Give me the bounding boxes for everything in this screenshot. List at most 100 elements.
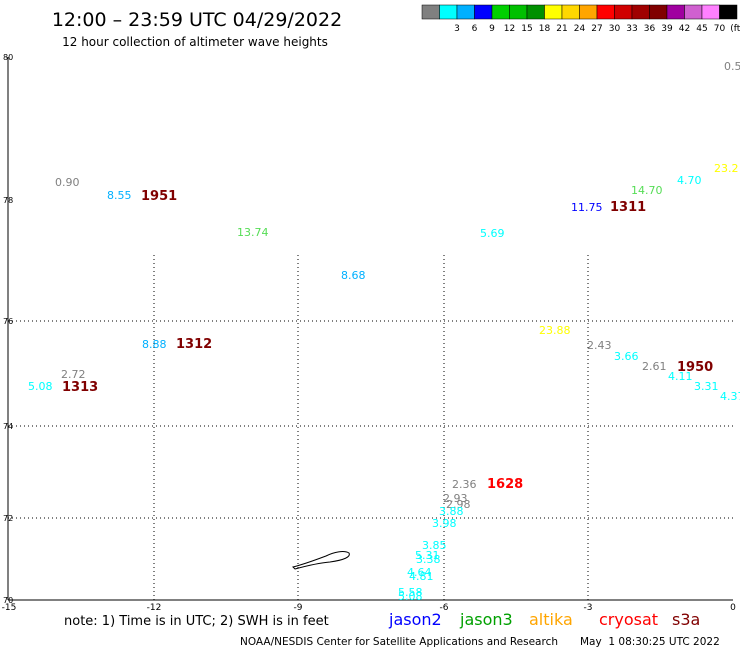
footer-note: note: 1) Time is in UTC; 2) SWH is in fe… — [64, 614, 329, 629]
legend-label: 12 — [504, 24, 515, 34]
legend-swatch — [456, 4, 475, 20]
swh-observation: 5.58 — [398, 586, 423, 599]
swh-observation: 23.2 — [714, 162, 739, 175]
swh-observation: 4.11 — [668, 370, 693, 383]
pass-id-label: 1313 — [62, 380, 98, 395]
y-tick-label: 76 — [3, 317, 13, 326]
legend-label: 15 — [521, 24, 532, 34]
pass-id-label: 1950 — [677, 360, 713, 375]
legend-swatch — [421, 4, 440, 20]
legend-label: (ft) — [730, 24, 740, 34]
satellite-name: cryosat — [599, 610, 658, 629]
legend-label: 36 — [644, 24, 656, 34]
swh-observation: 2.36 — [452, 478, 477, 491]
legend-label: 6 — [472, 24, 478, 34]
observation-labels: 0.5 23.2 4.70 14.70 0.90 8.55 11.75 13.74 5.69 8.… — [28, 60, 740, 603]
legend-swatch — [684, 4, 703, 20]
x-tick-label: -9 — [294, 603, 303, 613]
swh-observation: 8.68 — [341, 269, 366, 282]
legend-label: 21 — [556, 24, 567, 34]
legend-swatch — [474, 4, 493, 20]
legend-swatch — [579, 4, 598, 20]
swh-observation: 2.72 — [61, 368, 86, 381]
legend-swatch — [649, 4, 668, 20]
y-tick-label: 74 — [3, 422, 13, 431]
legend-swatch — [544, 4, 563, 20]
legend-label: 27 — [591, 24, 602, 34]
legend-swatch — [666, 4, 685, 20]
map-grid — [7, 57, 733, 601]
swh-observation: 3.31 — [694, 380, 719, 393]
x-tick-label: -15 — [2, 603, 17, 613]
footer-credit: NOAA/NESDIS Center for Satellite Applica… — [240, 636, 558, 648]
swh-observation: 14.70 — [631, 184, 663, 197]
pass-id-label: 1951 — [141, 189, 177, 204]
legend-swatch — [631, 4, 650, 20]
legend-swatch — [596, 4, 615, 20]
swh-observation: 0.5 — [724, 60, 740, 73]
legend-label: 24 — [574, 24, 586, 34]
x-tick-label: 0 — [730, 603, 736, 613]
map-title: 12:00 – 23:59 UTC 04/29/2022 — [52, 9, 342, 31]
map-subtitle: 12 hour collection of altimeter wave hei… — [62, 35, 328, 49]
satellite-name: s3a — [672, 610, 700, 629]
swh-observation: 5.08 — [398, 590, 423, 603]
legend-swatch — [526, 4, 545, 20]
y-tick-label: 70 — [3, 596, 13, 605]
swh-observation: 8.88 — [142, 338, 167, 351]
swh-observation: 3.38 — [416, 553, 441, 566]
pass-id-label: 1628 — [487, 477, 523, 492]
swh-observation: 3.88 — [439, 505, 464, 518]
swh-observation: 4.81 — [409, 570, 434, 583]
legend-label: 42 — [679, 24, 690, 34]
swh-observation: 2.43 — [587, 339, 612, 352]
swh-observation: 4.70 — [677, 174, 702, 187]
swh-observation: 0.90 — [55, 176, 80, 189]
y-tick-label: 80 — [3, 53, 13, 62]
legend-label: 3 — [454, 24, 460, 34]
legend-swatch — [719, 4, 738, 20]
legend-label: 70 — [714, 24, 726, 34]
legend-swatch — [509, 4, 528, 20]
legend-swatch — [491, 4, 510, 20]
swh-observation: 8.55 — [107, 189, 132, 202]
axis-ticks: -15 -12 -9 -6 -3 0 80 78 76 74 72 70 — [2, 53, 736, 613]
legend-swatch — [701, 4, 720, 20]
swh-observation: 5.69 — [480, 227, 505, 240]
footer-timestamp: May 1 08:30:25 UTC 2022 — [580, 636, 720, 648]
x-tick-label: -12 — [147, 603, 162, 613]
swh-observation: 3.66 — [614, 350, 639, 363]
swh-observation: 2.98 — [446, 498, 471, 511]
pass-id-label: 1311 — [610, 200, 646, 215]
swh-observation: 3.85 — [422, 539, 447, 552]
satellite-name: jason2 — [388, 610, 442, 629]
legend-label: 39 — [661, 24, 673, 34]
swh-observation: 4.37 — [720, 390, 740, 403]
island-coastline — [292, 551, 350, 570]
legend-swatch — [439, 4, 458, 20]
pass-id-label: 1312 — [176, 337, 212, 352]
swh-observation: 11.75 — [571, 201, 603, 214]
y-tick-label: 78 — [3, 196, 13, 205]
swh-observation: 23.88 — [539, 324, 571, 337]
swh-observation: 5.08 — [28, 380, 53, 393]
pass-labels: 1951 1311 1312 1950 1313 1628 — [62, 189, 713, 492]
legend-label: 30 — [609, 24, 621, 34]
legend-label: 18 — [539, 24, 551, 34]
satellite-name: altika — [529, 610, 573, 629]
legend-label: 9 — [489, 24, 495, 34]
swh-observation: 2.93 — [443, 492, 468, 505]
legend-swatch — [561, 4, 580, 20]
swh-observation: 5.31 — [415, 549, 440, 562]
swh-observation: 3.98 — [432, 517, 457, 530]
satellite-name: jason3 — [459, 610, 513, 629]
legend-label: 33 — [626, 24, 637, 34]
swh-observation: 13.74 — [237, 226, 269, 239]
y-tick-label: 72 — [3, 514, 13, 523]
swh-observation: 2.61 — [642, 360, 667, 373]
x-tick-label: -3 — [584, 603, 593, 613]
satellite-legend: jason2 jason3 altika cryosat s3a — [388, 610, 700, 629]
legend-swatch — [614, 4, 633, 20]
